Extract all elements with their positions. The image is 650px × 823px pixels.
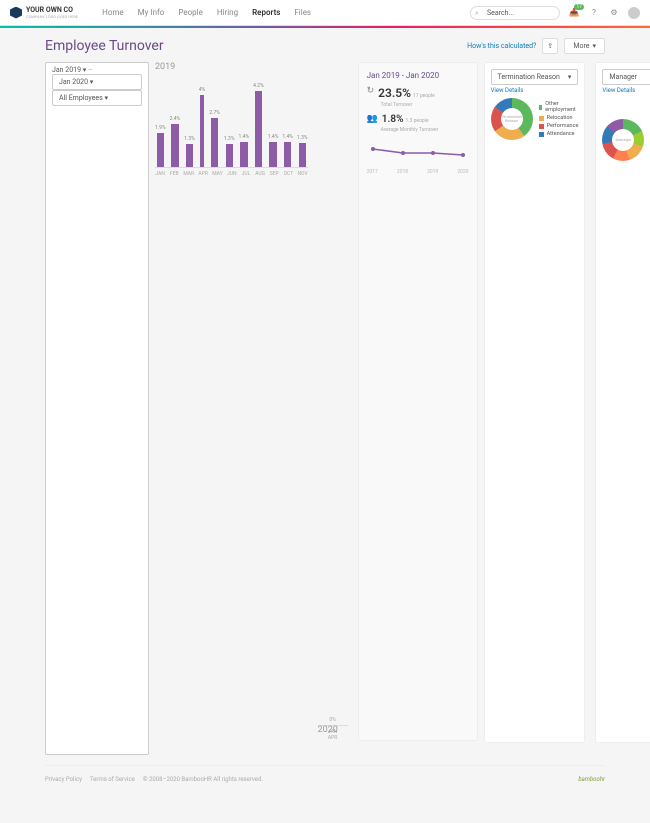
privacy-link[interactable]: Privacy Policy bbox=[45, 776, 82, 783]
bar-may[interactable] bbox=[211, 118, 218, 167]
bar-jan[interactable] bbox=[157, 133, 164, 167]
view-details-link[interactable]: View Details bbox=[491, 87, 524, 94]
page-title: Employee Turnover bbox=[45, 38, 164, 54]
donut-select-0[interactable]: Termination Reason▾ bbox=[491, 69, 579, 85]
donut-legend-0: Other employmentRelocationPerformanceAtt… bbox=[539, 101, 579, 137]
donut-chart-0: TerminationReason bbox=[491, 98, 533, 140]
bar-jun[interactable] bbox=[226, 144, 233, 167]
topbar: YOUR OWN CO COMPANY LOGO GOES HERE Home M… bbox=[0, 0, 650, 26]
logo[interactable]: YOUR OWN CO COMPANY LOGO GOES HERE bbox=[10, 6, 78, 19]
bar-oct[interactable] bbox=[284, 142, 291, 167]
terms-link[interactable]: Terms of Service bbox=[90, 776, 135, 783]
share-button[interactable]: ⇪ bbox=[542, 38, 558, 54]
nav-home[interactable]: Home bbox=[102, 8, 124, 17]
date-to-select[interactable]: Jan 2020 ▾ bbox=[52, 74, 142, 90]
notification-badge: 17 bbox=[574, 4, 584, 10]
nav-my-info[interactable]: My Info bbox=[138, 8, 165, 17]
sparkline-chart: 2017201820192020 bbox=[367, 139, 469, 165]
donut-card-0: Termination Reason▾ View Details Termina… bbox=[484, 62, 586, 743]
bar-nov[interactable] bbox=[299, 143, 306, 167]
date-range-label: Jan 2019 - Jan 2020 bbox=[367, 71, 469, 80]
view-details-link[interactable]: View Details bbox=[602, 87, 635, 94]
refresh-icon: ↻ bbox=[367, 86, 375, 96]
bar-apr[interactable] bbox=[200, 95, 205, 167]
total-turnover-pct: 23.5% bbox=[378, 86, 411, 100]
donut-chart-1: Manager bbox=[602, 119, 644, 161]
gear-icon[interactable]: ⚙ bbox=[608, 7, 620, 19]
logo-subtitle: COMPANY LOGO GOES HERE bbox=[26, 14, 78, 19]
logo-icon bbox=[10, 7, 22, 19]
bar-mar[interactable] bbox=[186, 144, 193, 167]
calculation-link[interactable]: How's this calculated? bbox=[467, 42, 536, 50]
avg-turnover-pct: 1.8% bbox=[382, 114, 404, 125]
turnover-bar-chart: 2019 1.9%2.4%1.3%4%2.7%1.3%1.4%4.2%1.4%1… bbox=[155, 62, 308, 741]
bar-feb[interactable] bbox=[171, 124, 178, 167]
filter-bar: Jan 2019 ▾ – Jan 2020 ▾ All Employees ▾ … bbox=[45, 62, 605, 755]
bar-sep[interactable] bbox=[269, 142, 276, 167]
employee-filter-select[interactable]: All Employees ▾ bbox=[52, 90, 142, 106]
chart-year-right-column: 2020 0% JANAPR bbox=[318, 62, 348, 741]
logo-text: YOUR OWN CO bbox=[26, 6, 78, 14]
footer: Privacy Policy Terms of Service © 2008–2… bbox=[45, 765, 605, 793]
donut-select-1[interactable]: Manager▾ bbox=[602, 69, 650, 85]
main-nav: Home My Info People Hiring Reports Files bbox=[102, 8, 311, 17]
more-button[interactable]: More ▾ bbox=[564, 38, 605, 54]
help-icon[interactable]: ? bbox=[588, 7, 600, 19]
search-input[interactable]: Search... bbox=[470, 6, 560, 20]
chart-year-left: 2019 bbox=[155, 62, 308, 72]
summary-panel: Jan 2019 - Jan 2020 ↻ 23.5% 17 people To… bbox=[358, 62, 478, 741]
nav-hiring[interactable]: Hiring bbox=[217, 8, 238, 17]
brand-mark: bamboohr bbox=[578, 776, 605, 783]
nav-people[interactable]: People bbox=[178, 8, 202, 17]
nav-reports[interactable]: Reports bbox=[252, 8, 280, 17]
people-icon: 👥 bbox=[367, 114, 378, 124]
nav-files[interactable]: Files bbox=[294, 8, 311, 17]
date-from-select[interactable]: Jan 2019 ▾ – Jan 2020 ▾ All Employees ▾ bbox=[45, 62, 149, 755]
bar-jul[interactable] bbox=[240, 142, 247, 167]
inbox-icon[interactable]: 📥17 bbox=[568, 7, 580, 19]
donut-card-1: Manager▾ View Details Manager Daniel Joh… bbox=[595, 62, 650, 743]
avatar[interactable] bbox=[628, 7, 640, 19]
bar-aug[interactable] bbox=[255, 91, 262, 167]
